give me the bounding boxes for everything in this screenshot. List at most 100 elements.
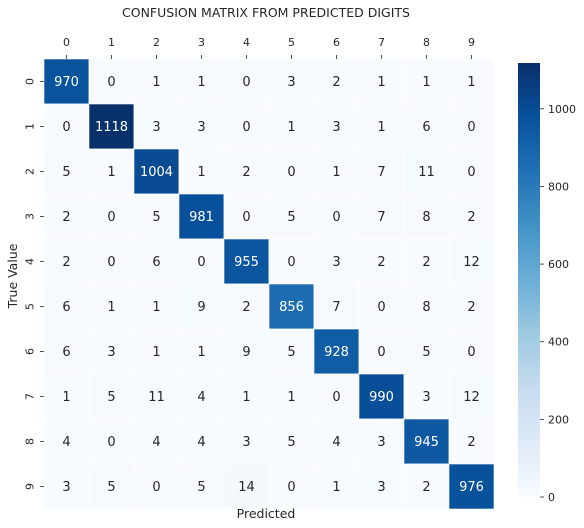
cell-value-r0-c8: 1 [422, 75, 430, 90]
cell-value-r2-c2: 1004 [140, 165, 173, 180]
heatmap-cell-r4-c7 [358, 238, 405, 285]
cell-value-r1-c6: 3 [332, 120, 340, 135]
cell-value-r8-c7: 3 [377, 435, 385, 450]
heatmap-cell-r8-c2 [133, 418, 180, 465]
cell-value-r0-c6: 2 [332, 75, 340, 90]
cell-value-r1-c9: 0 [467, 120, 475, 135]
cell-value-r9-c9: 976 [459, 480, 484, 495]
cell-value-r1-c1: 1118 [95, 120, 128, 135]
y-tick-label-4: 4 [24, 258, 37, 265]
heatmap-cell-r2-c7 [358, 148, 405, 195]
cell-value-r5-c8: 8 [422, 300, 430, 315]
cell-value-r3-c7: 7 [377, 210, 385, 225]
y-tick-label-3: 3 [24, 213, 37, 220]
cell-value-r5-c7: 0 [377, 300, 385, 315]
cell-value-r9-c1: 5 [107, 480, 115, 495]
cell-value-r7-c5: 1 [287, 390, 295, 405]
heatmap-cell-labels: 970 0 1 1 0 3 2 1 1 10 1118 3 3 0 1 3 1 6 05 1 1004 1 2 0 1 7 11 02… [54, 75, 484, 495]
cell-value-r4-c0: 2 [62, 255, 70, 270]
heatmap-cell-r7-c4 [223, 373, 270, 420]
heatmap-cell-r1-c3 [178, 103, 225, 150]
heatmap-cell-r2-c1 [88, 148, 135, 195]
cell-value-r2-c0: 5 [62, 165, 70, 180]
heatmap-cell-r9-c4 [223, 463, 270, 510]
cell-value-r2-c7: 7 [377, 165, 385, 180]
cell-value-r0-c1: 0 [107, 75, 115, 90]
y-tick-label-2: 2 [24, 168, 37, 175]
heatmap-cell-r6-c5 [268, 328, 315, 375]
cell-value-r7-c4: 1 [242, 390, 250, 405]
cell-value-r7-c9: 12 [463, 390, 480, 405]
heatmap-cell-r0-c9 [448, 58, 495, 105]
y-tick-label-9: 9 [24, 483, 37, 490]
cell-value-r0-c0: 970 [54, 75, 79, 90]
heatmap-cell-r3-c9 [448, 193, 495, 240]
colorbar-tick-label-0: 0 [548, 491, 555, 504]
heatmap-cell-r4-c2 [133, 238, 180, 285]
cell-value-r0-c7: 1 [377, 75, 385, 90]
chart-title: CONFUSION MATRIX FROM PREDICTED DIGITS [122, 5, 410, 20]
heatmap-cell-r2-c9 [448, 148, 495, 195]
cell-value-r7-c6: 0 [332, 390, 340, 405]
cell-value-r8-c6: 4 [332, 435, 340, 450]
cell-value-r1-c2: 3 [152, 120, 160, 135]
cell-value-r5-c0: 6 [62, 300, 70, 315]
colorbar-tick-label-5: 1000 [548, 103, 576, 116]
cell-value-r9-c5: 0 [287, 480, 295, 495]
heatmap-cell-r5-c2 [133, 283, 180, 330]
heatmap-cell-r9-c6 [313, 463, 360, 510]
heatmap-cell-r6-c8 [403, 328, 450, 375]
cell-value-r7-c2: 11 [148, 390, 165, 405]
y-tick-label-1: 1 [24, 123, 37, 130]
cell-value-r9-c7: 3 [377, 480, 385, 495]
cell-value-r5-c9: 2 [467, 300, 475, 315]
heatmap-cell-r8-c6 [313, 418, 360, 465]
colorbar-tick-label-3: 600 [548, 258, 569, 271]
x-tick-label-1: 1 [108, 36, 115, 49]
cell-value-r6-c7: 0 [377, 345, 385, 360]
heatmap-cell-r6-c6 [313, 328, 360, 375]
x-tick-label-9: 9 [468, 36, 475, 49]
cell-value-r1-c8: 6 [422, 120, 430, 135]
heatmap-cell-r3-c5 [268, 193, 315, 240]
cell-value-r9-c4: 14 [238, 480, 255, 495]
cell-value-r6-c0: 6 [62, 345, 70, 360]
cell-value-r6-c8: 5 [422, 345, 430, 360]
cell-value-r9-c0: 3 [62, 480, 70, 495]
cell-value-r3-c3: 981 [189, 210, 214, 225]
x-tick-label-5: 5 [288, 36, 295, 49]
cell-value-r6-c4: 9 [242, 345, 250, 360]
cell-value-r8-c2: 4 [152, 435, 160, 450]
heatmap-cell-r3-c0 [43, 193, 90, 240]
cell-value-r6-c5: 5 [287, 345, 295, 360]
x-tick-label-0: 0 [63, 36, 70, 49]
cell-value-r3-c1: 0 [107, 210, 115, 225]
heatmap-cell-r3-c4 [223, 193, 270, 240]
heatmap-cell-r1-c5 [268, 103, 315, 150]
heatmap-cell-r5-c5 [268, 283, 315, 330]
cell-value-r7-c8: 3 [422, 390, 430, 405]
heatmap-cell-r4-c6 [313, 238, 360, 285]
cell-value-r7-c0: 1 [62, 390, 70, 405]
cell-value-r4-c7: 2 [377, 255, 385, 270]
colorbar-ticks: 0 200 400 600 800 1000 [540, 103, 576, 504]
cell-value-r2-c3: 1 [197, 165, 205, 180]
cell-value-r5-c1: 1 [107, 300, 115, 315]
heatmap-cell-r9-c9 [448, 463, 495, 510]
heatmap-cell-r4-c4 [223, 238, 270, 285]
heatmap-cell-r3-c8 [403, 193, 450, 240]
y-axis-label: True Value [5, 243, 20, 309]
cell-value-r8-c9: 2 [467, 435, 475, 450]
heatmap-cell-r1-c8 [403, 103, 450, 150]
cell-value-r2-c1: 1 [107, 165, 115, 180]
heatmap-cell-r4-c9 [448, 238, 495, 285]
heatmap-cell-r7-c9 [448, 373, 495, 420]
cell-value-r4-c4: 955 [234, 255, 259, 270]
heatmap-cell-r8-c8 [403, 418, 450, 465]
heatmap-cell-r9-c2 [133, 463, 180, 510]
colorbar [518, 63, 540, 497]
cell-value-r7-c1: 5 [107, 390, 115, 405]
x-tick-label-6: 6 [333, 36, 340, 49]
